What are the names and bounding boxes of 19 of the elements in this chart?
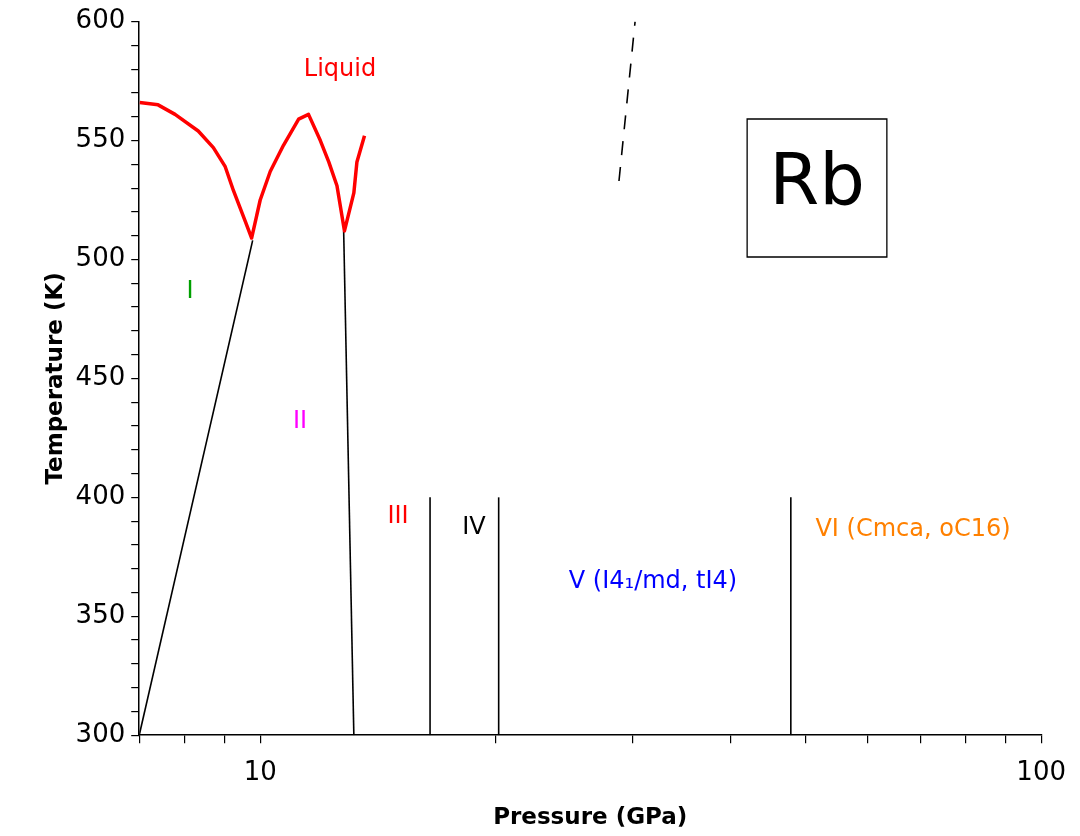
- annotation: IV: [462, 512, 487, 541]
- x-axis-title: Pressure (GPa): [493, 803, 688, 830]
- annotation: V (I4₁/md, tI4): [568, 566, 738, 595]
- x-tick-label: 100: [1016, 755, 1067, 786]
- annotation: III: [387, 501, 409, 530]
- y-tick-label: 500: [75, 242, 126, 273]
- annotation: Rb: [769, 136, 865, 221]
- y-tick-label: 550: [75, 123, 126, 154]
- annotation: Liquid: [303, 54, 377, 83]
- y-tick-label: 350: [75, 599, 126, 630]
- annotation: II: [292, 406, 308, 435]
- annotation: VI (Cmca, oC16): [815, 514, 1011, 543]
- y-axis-title: Temperature (K): [40, 272, 67, 485]
- y-tick-label: 450: [75, 361, 126, 392]
- y-tick-label: 300: [75, 717, 126, 748]
- x-tick-label: 10: [243, 755, 277, 786]
- y-tick-label: 600: [75, 4, 126, 35]
- y-tick-label: 400: [75, 480, 126, 511]
- annotation: I: [186, 276, 194, 305]
